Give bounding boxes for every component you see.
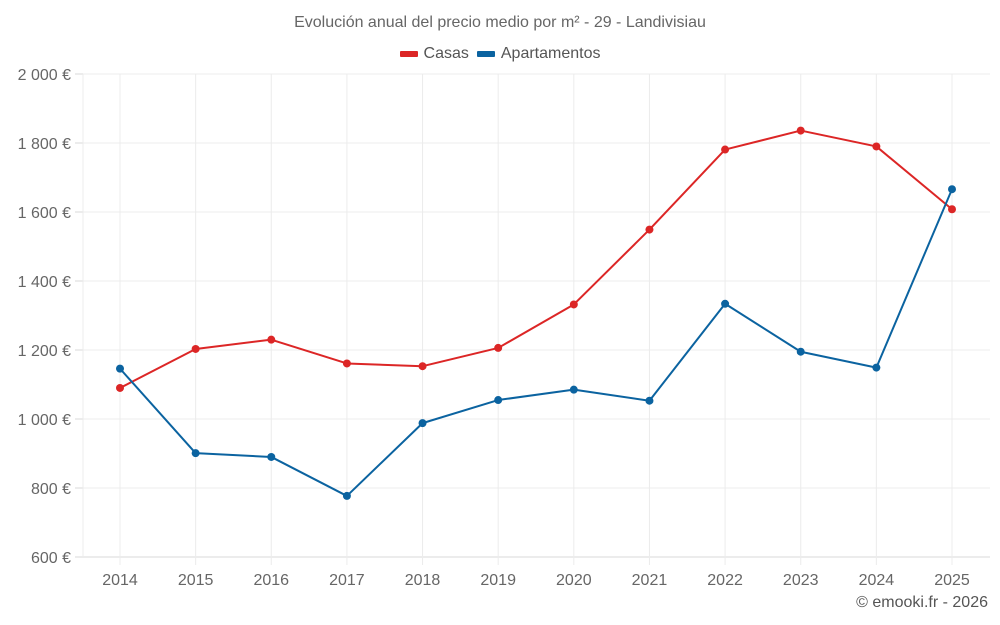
data-point-apartamentos (342, 491, 351, 500)
y-tick-label: 1 200 € (18, 343, 71, 360)
y-tick-label: 1 600 € (18, 205, 71, 222)
data-point-casas (948, 205, 956, 214)
data-point-casas (872, 142, 881, 151)
x-tick-label: 2015 (178, 572, 214, 589)
y-tick-label: 1 000 € (18, 412, 71, 429)
data-point-casas (191, 344, 200, 353)
x-tick-label: 2021 (632, 572, 668, 589)
data-point-casas (342, 359, 351, 368)
y-tick-label: 1 800 € (18, 136, 71, 153)
data-point-casas (418, 362, 427, 371)
y-tick-label: 2 000 € (18, 67, 71, 84)
data-point-apartamentos (191, 449, 200, 458)
y-tick-label: 600 € (31, 550, 71, 567)
series-line-apartamentos (119, 188, 953, 497)
data-point-apartamentos (796, 347, 805, 356)
x-tick-label: 2018 (405, 572, 441, 589)
data-point-apartamentos (872, 363, 881, 372)
data-point-apartamentos (494, 396, 503, 405)
legend-label-apartamentos: Apartamentos (500, 45, 601, 62)
data-point-casas (569, 300, 578, 309)
data-point-apartamentos (721, 299, 730, 308)
legend-item-casas[interactable]: Casas (399, 45, 469, 63)
data-point-casas (267, 335, 276, 344)
y-tick-label: 1 400 € (18, 274, 71, 291)
data-point-casas (796, 126, 805, 135)
legend-label-casas: Casas (423, 45, 469, 62)
data-point-casas (116, 383, 124, 392)
series-line-casas (119, 129, 953, 389)
legend-swatch-casas (399, 51, 418, 57)
credit-text: © emooki.fr - 2026 (856, 594, 988, 611)
x-tick-label: 2023 (783, 572, 819, 589)
legend-item-apartamentos[interactable]: Apartamentos (476, 45, 601, 63)
data-point-apartamentos (645, 396, 654, 405)
x-tick-label: 2022 (707, 572, 743, 589)
x-tick-label: 2025 (934, 572, 970, 589)
data-point-apartamentos (948, 185, 956, 194)
legend: Casas Apartamentos (0, 45, 1000, 63)
data-point-apartamentos (116, 364, 124, 373)
x-tick-label: 2020 (556, 572, 592, 589)
x-tick-label: 2016 (253, 572, 289, 589)
data-point-casas (494, 343, 503, 352)
data-point-apartamentos (418, 419, 427, 428)
x-tick-label: 2014 (102, 572, 138, 589)
data-point-casas (645, 225, 654, 234)
legend-swatch-apartamentos (476, 51, 495, 57)
x-tick-label: 2019 (480, 572, 516, 589)
data-point-casas (721, 145, 730, 154)
x-tick-label: 2024 (859, 572, 895, 589)
data-point-apartamentos (267, 452, 276, 461)
x-tick-label: 2017 (329, 572, 365, 589)
y-tick-label: 800 € (31, 481, 71, 498)
data-point-apartamentos (569, 385, 578, 394)
chart-title: Evolución anual del precio medio por m² … (294, 14, 706, 31)
